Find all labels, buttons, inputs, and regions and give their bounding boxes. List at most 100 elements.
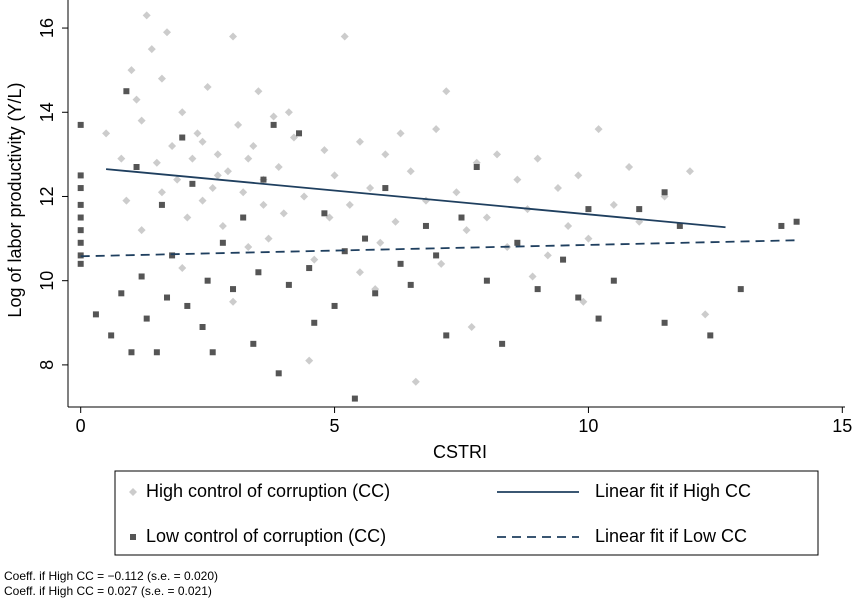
point [153,349,160,356]
legend-marker [129,488,137,496]
point [311,319,318,326]
point [157,74,166,83]
point [279,209,288,218]
point [362,235,369,242]
legend-box [114,470,819,556]
point [340,32,349,41]
point [142,11,151,20]
point [77,185,84,192]
point [168,141,177,150]
point [574,171,583,180]
point [158,201,165,208]
point [137,116,146,125]
point [229,297,238,306]
point [199,324,206,330]
point [296,130,303,137]
point [778,222,785,229]
point [230,286,237,293]
point [585,206,592,213]
point [396,129,405,138]
point [534,286,541,293]
point [122,196,131,205]
point [473,164,480,170]
point [77,227,84,234]
point [452,188,461,197]
point [411,377,420,386]
point [575,294,582,301]
point [102,129,111,138]
point [77,121,84,128]
point [406,167,415,176]
point [381,150,390,159]
point [169,252,176,259]
point [676,222,683,229]
point [636,206,643,213]
point [341,248,348,255]
legend-label: Low control of corruption (CC) [146,526,386,546]
point [609,200,618,209]
point [219,239,226,246]
point [366,184,375,193]
point [289,133,298,142]
point [433,252,440,259]
point [244,154,253,163]
y-tick-label: 12 [37,186,57,206]
legend-marker [130,534,136,540]
point [594,125,603,134]
point [553,184,562,193]
point [661,319,668,326]
point [274,163,283,171]
point [737,286,744,293]
point [188,154,197,163]
point [421,196,430,205]
point [239,188,248,197]
point [193,129,202,138]
point [493,150,502,159]
y-axis-label: Log of labor productivity (Y/L) [5,82,25,317]
point [330,171,339,180]
point [543,251,552,260]
point [229,32,238,41]
point [661,189,668,196]
point [310,255,319,264]
point [178,264,187,273]
point [275,370,282,377]
note: Coeff. if High CC = −0.112 (s.e. = 0.020… [4,569,218,583]
point [179,134,186,141]
point [533,154,542,163]
point [198,137,207,146]
point [351,395,358,402]
point [203,83,212,91]
point [300,192,309,201]
point [213,171,222,180]
point [407,281,414,288]
point [254,87,263,96]
point [467,323,476,331]
point [584,234,593,243]
point [138,273,145,280]
point [443,332,450,339]
legend-label: Linear fit if Low CC [595,526,747,546]
point [305,356,314,365]
point [240,214,247,221]
point [331,302,338,309]
point [147,45,156,54]
point [157,188,166,197]
point [376,238,385,247]
point [223,167,232,176]
point [372,290,379,297]
point [269,112,278,121]
point [152,158,161,167]
point [255,269,262,276]
point [499,340,506,347]
point [204,277,211,284]
point [164,294,171,301]
x-tick-label: 5 [330,416,340,436]
point [128,349,135,356]
point [264,234,273,243]
point [355,268,364,277]
legend-label: High control of corruption (CC) [146,481,390,501]
point [137,226,146,235]
point [422,222,429,229]
y-tick-label: 10 [37,271,57,291]
